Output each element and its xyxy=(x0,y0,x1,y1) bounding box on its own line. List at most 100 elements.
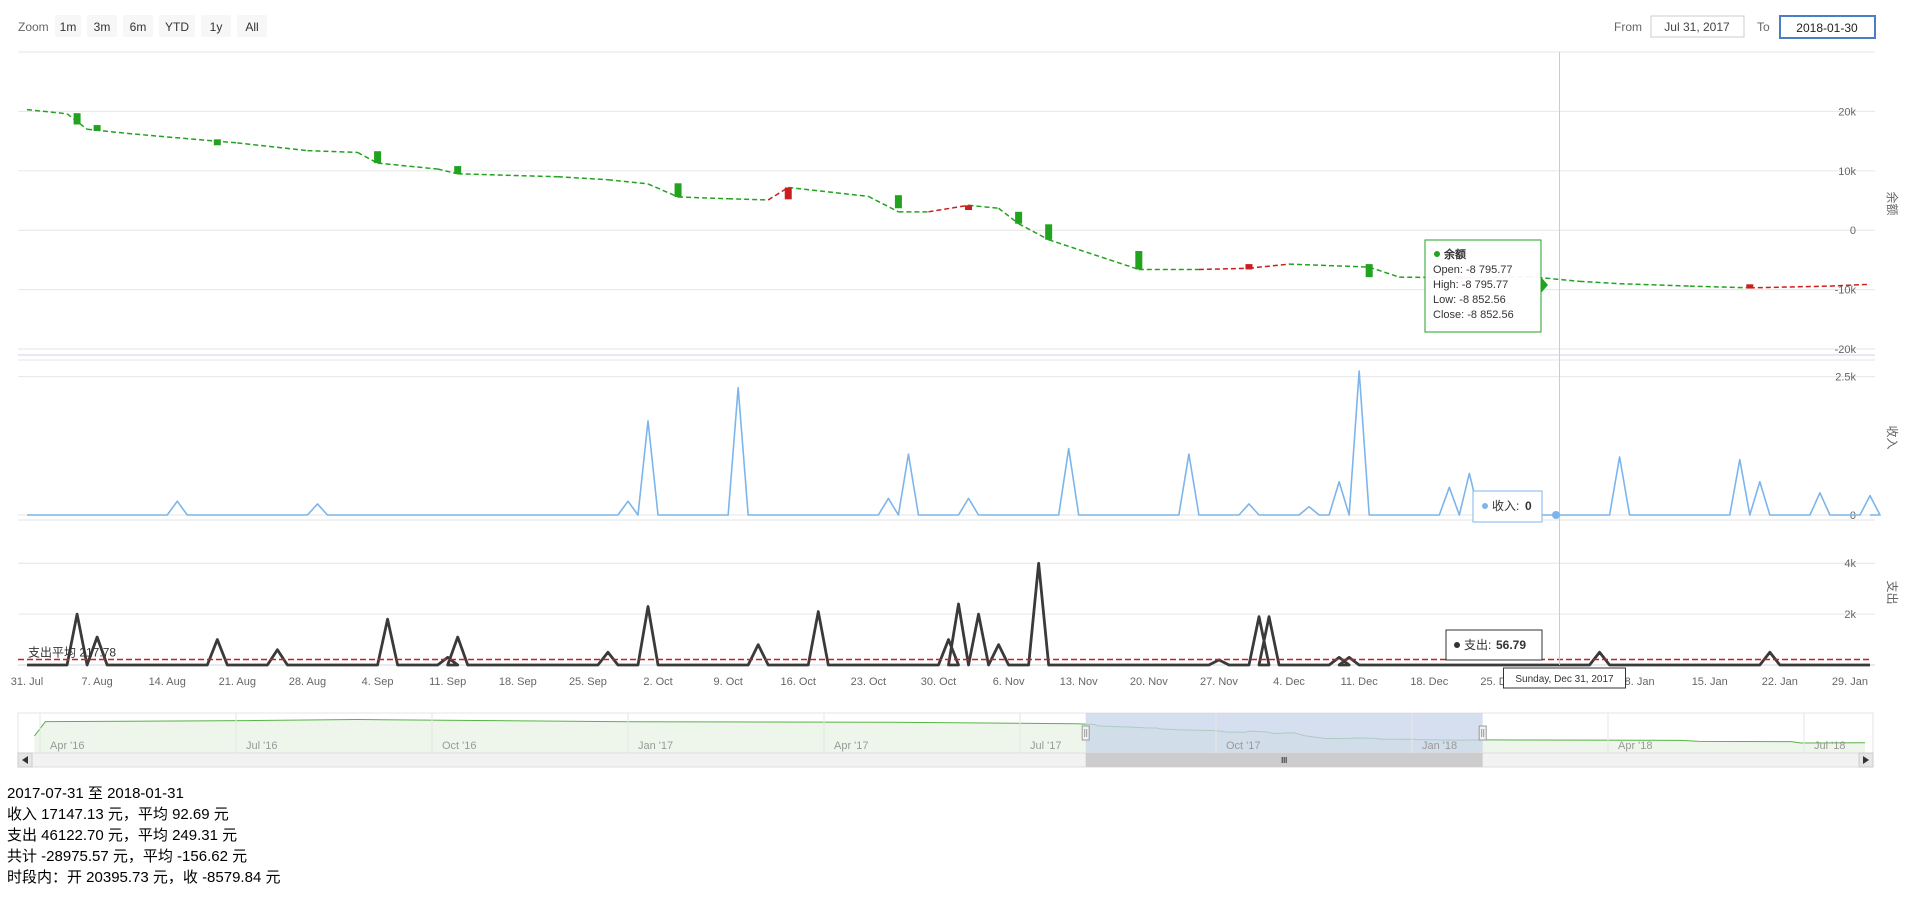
from-label: From xyxy=(1614,20,1642,34)
balance-dash-segment xyxy=(1248,263,1290,270)
zoom-button-label[interactable]: 6m xyxy=(130,20,147,34)
balance-candle xyxy=(1746,284,1754,289)
x-tick-label: 21. Aug xyxy=(219,676,256,688)
x-tick-label: 9. Oct xyxy=(713,676,742,688)
to-date-value[interactable]: 2018-01-30 xyxy=(1796,21,1858,35)
zoom-button-ytd[interactable]: YTD xyxy=(159,15,195,37)
tooltip-balance-high: High: -8 795.77 xyxy=(1433,279,1508,291)
tooltip-balance-low: Low: -8 852.56 xyxy=(1433,294,1506,306)
navigator-handle-body[interactable] xyxy=(1081,725,1090,741)
balance-dash-segment xyxy=(968,204,999,209)
navigator-tick-label: Jul '16 xyxy=(246,740,277,752)
zoom-button-all[interactable]: All xyxy=(237,15,267,37)
y-tick-label: 0 xyxy=(1850,510,1856,522)
from-date-value[interactable]: Jul 31, 2017 xyxy=(1664,20,1730,34)
x-tick-label: 20. Nov xyxy=(1130,676,1168,688)
balance-dash-segment xyxy=(127,132,168,138)
crosshair-date-label: Sunday, Dec 31, 2017 xyxy=(1502,667,1626,689)
x-tick-label: 29. Jan xyxy=(1832,676,1868,688)
zoom-button-label[interactable]: All xyxy=(245,20,258,34)
from-date-input[interactable] xyxy=(1650,15,1745,38)
balance-candle xyxy=(674,183,682,197)
balance-dash-segment xyxy=(307,149,358,154)
zoom-button-6m[interactable]: 6m xyxy=(123,15,153,37)
balance-dash-segment xyxy=(1689,285,1750,289)
balance-candle xyxy=(1045,224,1053,240)
y-tick-label: -10k xyxy=(1835,285,1857,297)
x-tick-label: 4. Sep xyxy=(362,676,394,688)
y-tick-label: 4k xyxy=(1844,558,1856,570)
tooltip-income-label: 收入: xyxy=(1492,499,1519,513)
y-tick-label: 0 xyxy=(1850,225,1856,237)
chart-svg[interactable]: Zoom 1m 3m 6m YTD 1y All From Jul 31, 2017 To 2018… xyxy=(0,0,1920,775)
balance-dash-segment xyxy=(557,176,608,181)
navigator-tick-label: Oct '17 xyxy=(1226,740,1261,752)
balance-candle xyxy=(1365,264,1373,278)
zoom-button-label[interactable]: 3m xyxy=(94,20,111,34)
zoom-button-bg[interactable] xyxy=(237,15,267,37)
navigator-tick-label: Jan '18 xyxy=(1422,740,1457,752)
x-tick-label: 8. Jan xyxy=(1625,676,1655,688)
navigator-tick-label: Oct '16 xyxy=(442,740,477,752)
income-hover-marker xyxy=(1552,511,1560,519)
x-tick-label: 2. Oct xyxy=(643,676,672,688)
balance-dash-segment xyxy=(868,195,899,213)
zoom-button-bg[interactable] xyxy=(159,15,195,37)
tooltip-expense-bullet xyxy=(1454,642,1460,648)
tooltip-balance-box xyxy=(1424,239,1542,333)
zoom-button-bg[interactable] xyxy=(123,15,153,37)
navigator-handle-body[interactable] xyxy=(1478,725,1487,741)
x-tick-label: 14. Aug xyxy=(149,676,186,688)
to-date-input[interactable] xyxy=(1779,15,1876,39)
balance-dash-segment xyxy=(26,108,68,115)
zoom-button-bg[interactable] xyxy=(201,15,231,37)
x-tick-label: 23. Oct xyxy=(851,676,886,688)
arrow-left-icon[interactable] xyxy=(22,756,28,764)
y-axis-title: 余额 xyxy=(1885,191,1900,215)
navigator-tick-label: Apr '18 xyxy=(1618,740,1653,752)
to-label: To xyxy=(1757,20,1770,34)
balance-dash-segment xyxy=(1829,283,1871,287)
x-tick-label: 16. Oct xyxy=(781,676,816,688)
scrollbar-track[interactable] xyxy=(17,752,1874,768)
zoom-button-label[interactable]: YTD xyxy=(165,20,189,34)
balance-dash-segment xyxy=(1289,263,1370,268)
y-axis-title: 收入 xyxy=(1885,425,1899,449)
balance-dash-segment xyxy=(1368,266,1400,278)
arrow-right-icon[interactable] xyxy=(1863,756,1869,764)
balance-candle xyxy=(93,125,101,132)
x-tick-label: 30. Oct xyxy=(921,676,956,688)
stock-chart[interactable]: Zoom 1m 3m 6m YTD 1y All From Jul 31, 2017 To 2018… xyxy=(0,0,1920,775)
summary-period: 时段内：开 20395.73 元，收 -8579.84 元 xyxy=(7,869,281,886)
balance-candle xyxy=(213,139,221,146)
x-tick-label: 6. Nov xyxy=(993,676,1025,688)
zoom-button-3m[interactable]: 3m xyxy=(87,15,117,37)
zoom-button-label[interactable]: 1m xyxy=(60,20,77,34)
y-tick-label: -20k xyxy=(1835,344,1857,356)
navigator-handle-left[interactable] xyxy=(1081,725,1090,741)
tooltip-income: 收入: 0 xyxy=(1472,490,1543,523)
tooltip-balance-open: Open: -8 795.77 xyxy=(1433,264,1513,276)
balance-dash-segment xyxy=(1018,223,1050,241)
x-tick-label: 4. Dec xyxy=(1273,676,1305,688)
zoom-label: Zoom xyxy=(18,20,49,34)
expense-average-label: 支出平均 217.78 xyxy=(28,645,116,659)
x-tick-label: 18. Sep xyxy=(499,676,537,688)
balance-dash-segment xyxy=(607,178,649,185)
balance-dash-segment xyxy=(998,207,1020,225)
tooltip-balance-pointer xyxy=(1541,277,1548,293)
navigator-selected-range[interactable] xyxy=(1085,713,1483,758)
navigator-handle-right[interactable] xyxy=(1478,725,1487,741)
y-tick-label: 2.5k xyxy=(1835,372,1856,384)
zoom-button-bg[interactable] xyxy=(55,15,81,37)
zoom-button-1m[interactable]: 1m xyxy=(55,15,81,37)
balance-dash-segment xyxy=(1619,282,1690,287)
balance-dash-segment xyxy=(237,142,308,152)
expense-series xyxy=(27,561,1870,667)
x-tick-label: 11. Dec xyxy=(1341,676,1379,688)
zoom-button-bg[interactable] xyxy=(87,15,117,37)
balance-dash-segment xyxy=(377,162,438,170)
zoom-button-1y[interactable]: 1y xyxy=(201,15,231,37)
summary-panel: 2017-07-31 至 2018-01-31 收入 17147.13 元，平均… xyxy=(7,783,280,888)
zoom-button-label[interactable]: 1y xyxy=(210,20,223,34)
